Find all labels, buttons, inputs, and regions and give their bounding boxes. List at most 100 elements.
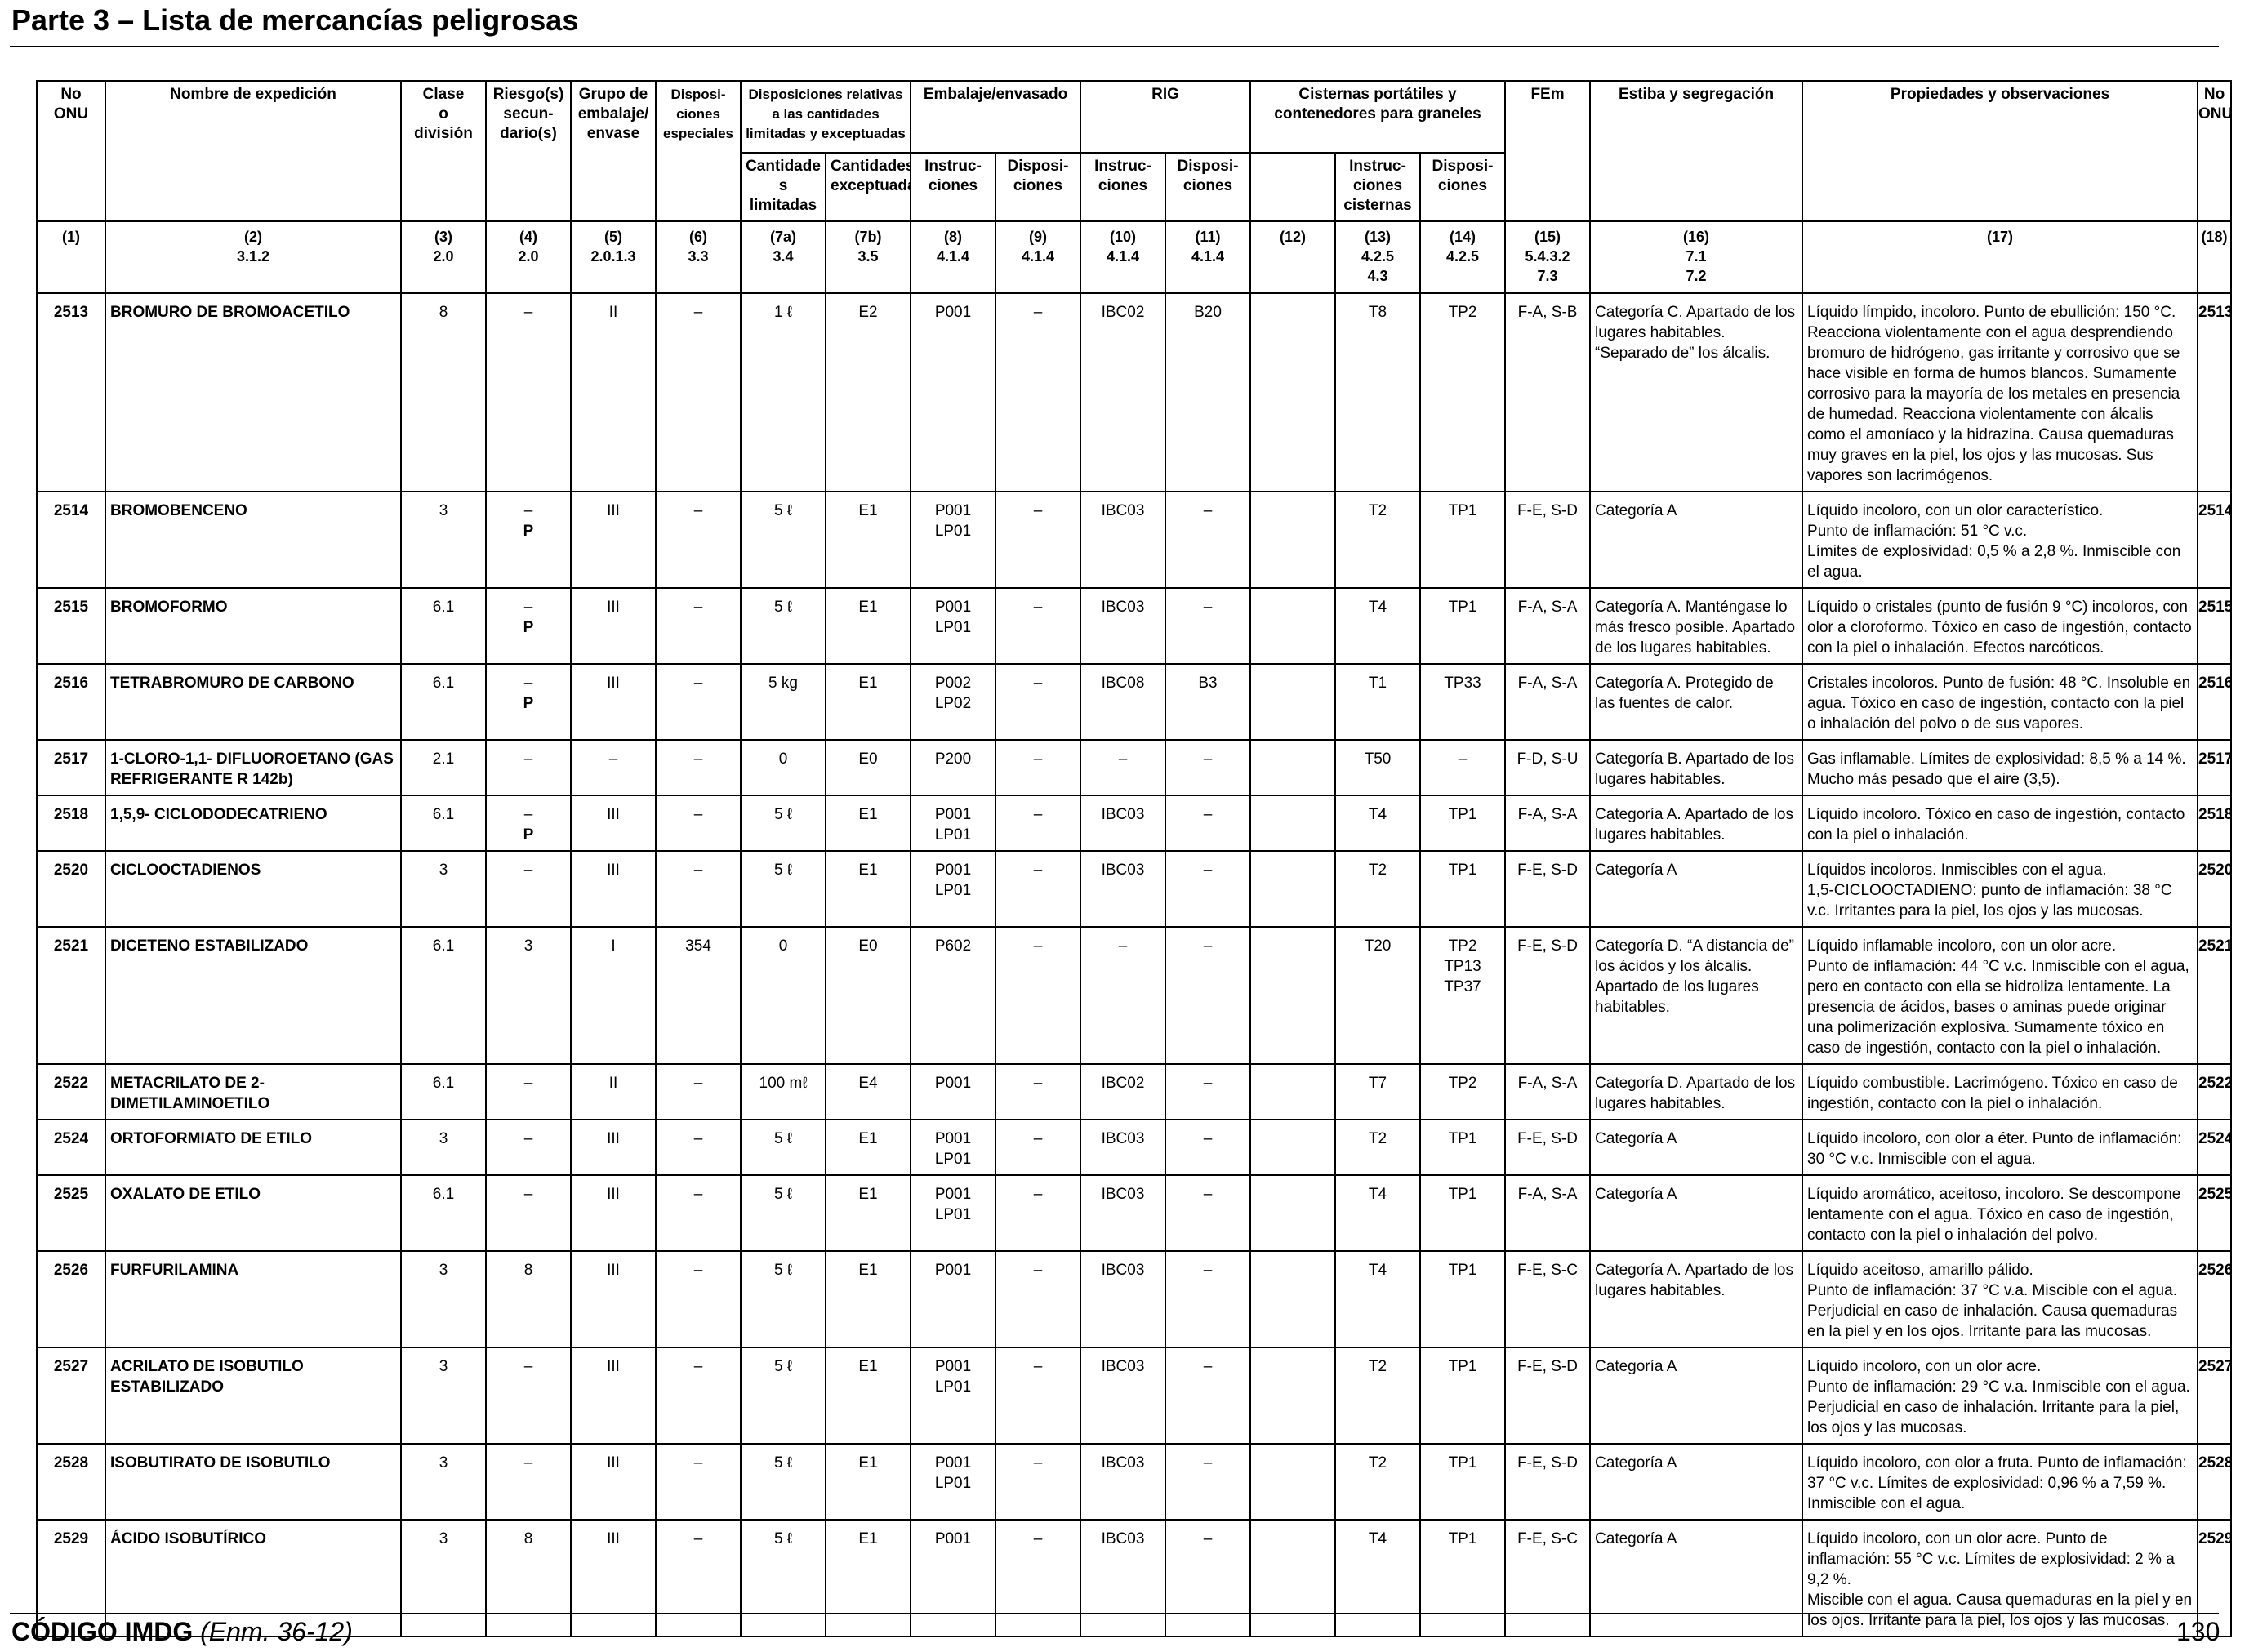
un-number-right: 2522 (2197, 1063, 2233, 1120)
un-number: 2522 (36, 1063, 106, 1120)
subsidiary-risk: 8 (485, 1519, 572, 1637)
subsidiary-risk-value: – (523, 675, 533, 692)
ems: F-A, S-A (1504, 1174, 1592, 1252)
limited-quantity: 5 ℓ (740, 587, 826, 665)
limited-quantity: 5 ℓ (740, 1250, 826, 1348)
limited-quantity: 100 mℓ (740, 1063, 826, 1120)
properties-observations: Líquido incoloro. Tóxico en caso de inge… (1802, 795, 2199, 852)
stowage-segregation: Categoría A. Manténgase lo más fresco po… (1589, 587, 1804, 665)
limited-quantity: 5 ℓ (740, 1519, 826, 1637)
properties-observations: Líquido inflamable incoloro, con un olor… (1802, 926, 2199, 1065)
packing-provision: – (995, 1519, 1081, 1637)
packing-instruction: P001 LP01 (910, 587, 996, 665)
packing-group: – (570, 739, 657, 796)
properties-observations: Líquido o cristales (punto de fusión 9 °… (1802, 587, 2199, 665)
shipping-name: DICETENO ESTABILIZADO (105, 926, 402, 1065)
ems: F-A, S-A (1504, 795, 1592, 852)
packing-provision: – (995, 926, 1081, 1065)
subsidiary-risk-value: – (523, 502, 533, 519)
special-provisions: – (655, 739, 742, 796)
un-number-right: 2529 (2197, 1519, 2233, 1637)
column-12 (1249, 1174, 1336, 1252)
marine-pollutant-mark: P (523, 619, 534, 636)
header-estiba: Estiba y segregación (1589, 80, 1804, 222)
packing-group: II (570, 1063, 657, 1120)
ibc-instruction: IBC03 (1080, 491, 1166, 589)
column-12 (1249, 926, 1336, 1065)
packing-instruction: P001 (910, 1250, 996, 1348)
un-number-right: 2526 (2197, 1250, 2233, 1348)
packing-instruction: P001 LP01 (910, 1119, 996, 1176)
excepted-quantity: E2 (825, 292, 911, 492)
column-12 (1249, 1119, 1336, 1176)
tank-instruction: T2 (1334, 1443, 1421, 1521)
packing-provision: – (995, 795, 1081, 852)
un-number-right: 2514 (2197, 491, 2233, 589)
page-number: 130 (2176, 1617, 2220, 1646)
table-row: 2527 ACRILATO DE ISOBUTILO ESTABILIZADO 3–… (36, 1347, 2233, 1445)
column-ref: (13) 4.2.5 4.3 (1334, 220, 1421, 294)
ibc-instruction: IBC08 (1080, 663, 1166, 741)
column-ref: (6) 3.3 (655, 220, 742, 294)
subsidiary-risk: – (485, 739, 572, 796)
packing-instruction: P001 LP01 (910, 491, 996, 589)
class-division: 6.1 (400, 663, 487, 741)
shipping-name: ACRILATO DE ISOBUTILO ESTABILIZADO (105, 1347, 402, 1445)
special-provisions: – (655, 850, 742, 928)
ibc-provision: – (1165, 1250, 1251, 1348)
tank-instruction: T2 (1334, 850, 1421, 928)
un-number: 2517 (36, 739, 106, 796)
packing-group: III (570, 1119, 657, 1176)
column-ref: (17) (1802, 220, 2199, 294)
excepted-quantity: E1 (825, 850, 911, 928)
subheader-cantidades-limitadas: Cantidade s limitadas (740, 152, 826, 222)
stowage-segregation: Categoría A (1589, 1519, 1804, 1637)
tank-provision: TP1 (1419, 1347, 1507, 1445)
subheader-rig-instrucciones: Instruc- ciones (1080, 152, 1166, 222)
stowage-segregation: Categoría A (1589, 1119, 1804, 1176)
class-division: 6.1 (400, 587, 487, 665)
ibc-provision: – (1165, 739, 1251, 796)
stowage-segregation: Categoría C. Apartado de los lugares hab… (1589, 292, 1804, 492)
ibc-instruction: IBC03 (1080, 1443, 1166, 1521)
footer-code-title: CÓDIGO IMDG (11, 1617, 194, 1646)
tank-provision: TP1 (1419, 1250, 1507, 1348)
packing-group: III (570, 850, 657, 928)
marine-pollutant-mark: P (523, 826, 534, 844)
packing-instruction: P001 (910, 292, 996, 492)
limited-quantity: 5 ℓ (740, 1119, 826, 1176)
ibc-provision: – (1165, 1347, 1251, 1445)
class-division: 3 (400, 1119, 487, 1176)
excepted-quantity: E0 (825, 739, 911, 796)
un-number: 2529 (36, 1519, 106, 1637)
limited-quantity: 5 ℓ (740, 1347, 826, 1445)
class-division: 3 (400, 1347, 487, 1445)
stowage-segregation: Categoría A (1589, 850, 1804, 928)
ibc-provision: – (1165, 587, 1251, 665)
subsidiary-risk: – (485, 292, 572, 492)
tank-instruction: T50 (1334, 739, 1421, 796)
un-number: 2515 (36, 587, 106, 665)
packing-provision: – (995, 739, 1081, 796)
column-12 (1249, 292, 1336, 492)
header-grupo: Grupo de embalaje/ envase (570, 80, 657, 222)
properties-observations: Líquido límpido, incoloro. Punto de ebul… (1802, 292, 2199, 492)
table-row: 2525 OXALATO DE ETILO 6.1– III –5 ℓ E1 P001 LP… (36, 1174, 2233, 1252)
limited-quantity: 0 (740, 926, 826, 1065)
subsidiary-risk: – P (485, 587, 572, 665)
title-rule (10, 46, 2219, 47)
packing-group: III (570, 1519, 657, 1637)
header-clase: Clase o división (400, 80, 487, 222)
packing-group: I (570, 926, 657, 1065)
packing-instruction: P001 (910, 1519, 996, 1637)
tank-provision: TP33 (1419, 663, 1507, 741)
packing-instruction: P001 LP01 (910, 1174, 996, 1252)
column-ref: (10) 4.1.4 (1080, 220, 1166, 294)
excepted-quantity: E1 (825, 491, 911, 589)
column-ref: (2) 3.1.2 (105, 220, 402, 294)
ibc-provision: – (1165, 1443, 1251, 1521)
class-division: 6.1 (400, 926, 487, 1065)
subheader-rig-disposiciones: Disposi- ciones (1165, 152, 1251, 222)
un-number-right: 2513 (2197, 292, 2233, 492)
un-number-right: 2516 (2197, 663, 2233, 741)
